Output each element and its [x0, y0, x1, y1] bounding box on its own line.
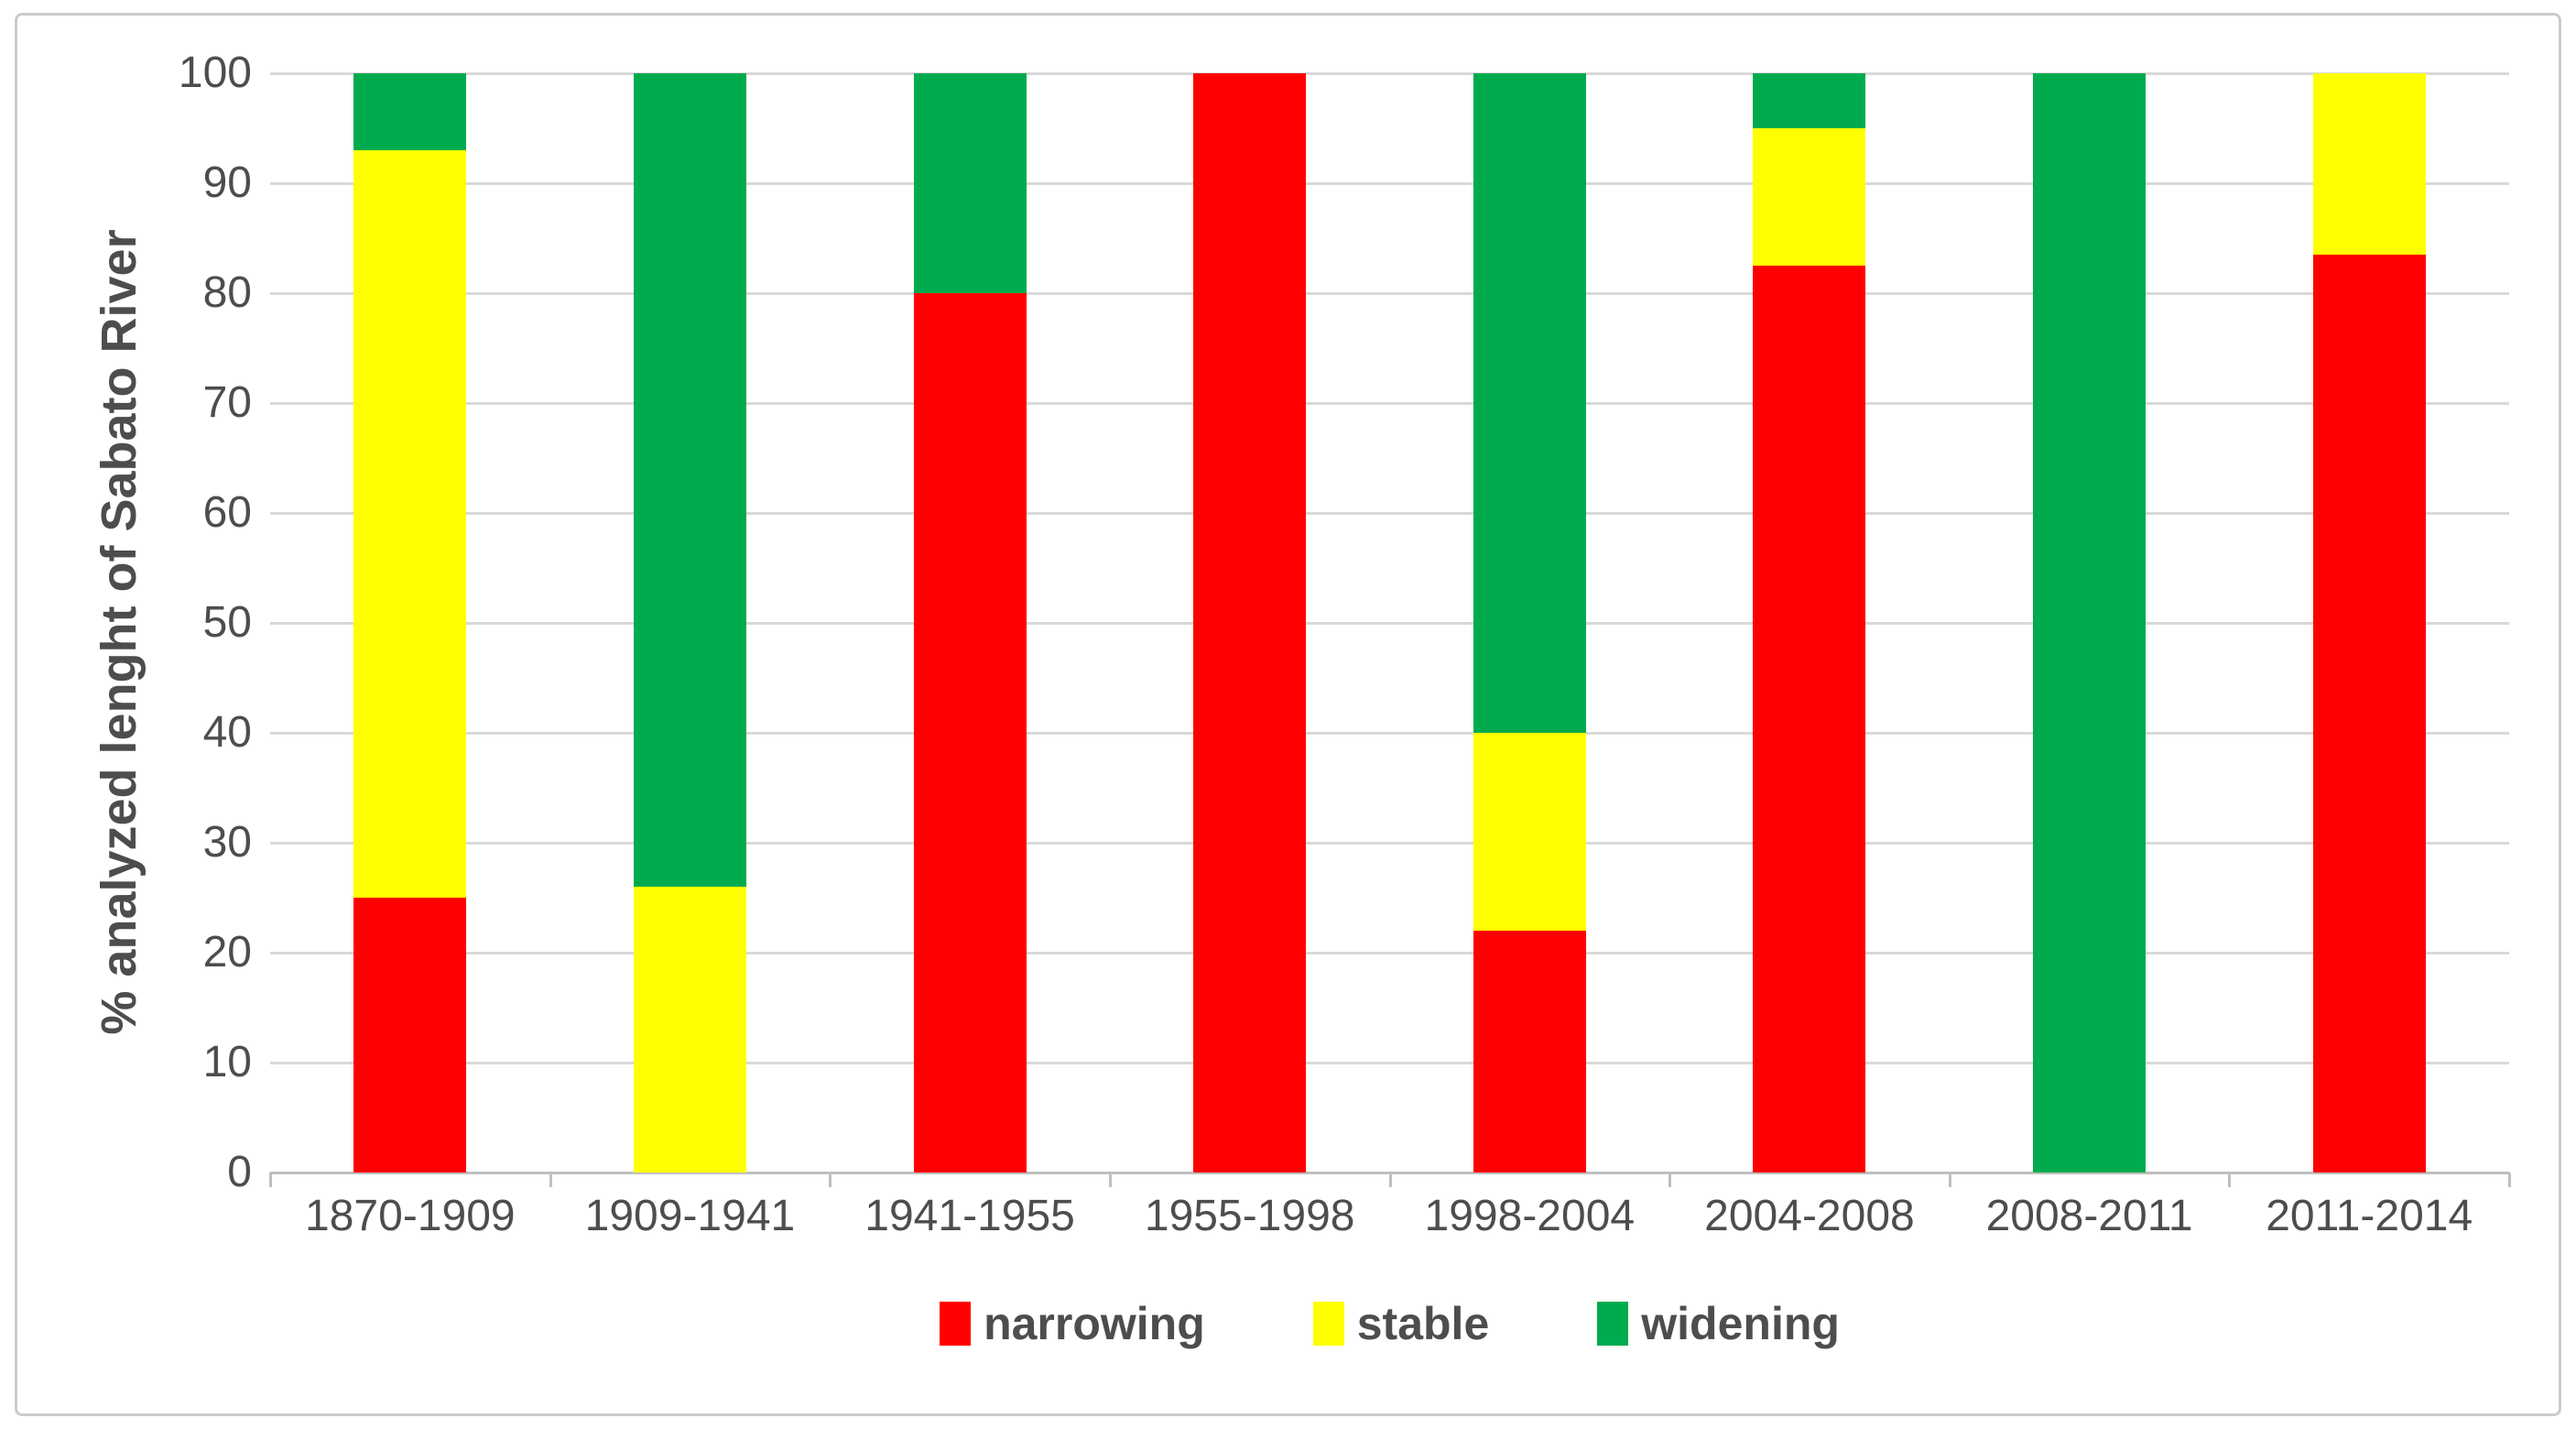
legend-swatch-stable — [1312, 1302, 1344, 1346]
x-axis-label: 1955-1998 — [1144, 1192, 1355, 1240]
bar-segment-stable — [353, 150, 467, 898]
legend-item-narrowing: narrowing — [940, 1299, 1205, 1348]
gridline — [270, 952, 2509, 954]
bar-segment-narrowing — [2312, 255, 2426, 1173]
legend-swatch-narrowing — [940, 1302, 972, 1346]
y-axis-tick-label: 20 — [202, 928, 252, 976]
gridline — [270, 72, 2509, 75]
x-axis-tick-mark — [549, 1173, 552, 1187]
legend-label-stable: stable — [1356, 1298, 1490, 1349]
bar-segment-stable — [633, 887, 746, 1173]
gridline — [270, 622, 2509, 625]
y-axis-tick-label: 40 — [202, 708, 252, 757]
y-axis-tick-label: 10 — [202, 1038, 252, 1086]
y-axis-tick-label: 90 — [202, 158, 252, 207]
gridline — [270, 1062, 2509, 1064]
x-axis-label: 2004-2008 — [1704, 1192, 1915, 1240]
x-axis-label: 1870-1909 — [305, 1192, 516, 1240]
x-axis-tick-mark — [269, 1173, 272, 1187]
x-axis-label: 1998-2004 — [1424, 1192, 1636, 1240]
bar-segment-widening — [2033, 73, 2147, 1173]
legend-label-narrowing: narrowing — [984, 1298, 1205, 1349]
bar-segment-widening — [1473, 73, 1586, 733]
x-axis-tick-mark — [829, 1173, 832, 1187]
legend-swatch-widening — [1597, 1302, 1629, 1346]
bar-segment-widening — [1753, 73, 1866, 128]
bar-segment-narrowing — [1753, 266, 1866, 1173]
x-axis-label: 2011-2014 — [2266, 1192, 2473, 1240]
y-axis-tick-label: 30 — [202, 818, 252, 867]
x-axis-label: 1941-1955 — [864, 1192, 1075, 1240]
y-axis-tick-label: 60 — [202, 488, 252, 537]
x-axis-tick-mark — [2228, 1173, 2232, 1187]
bar-segment-narrowing — [1193, 73, 1307, 1173]
bar-segment-widening — [633, 73, 746, 887]
plot-area — [270, 72, 2509, 1174]
x-axis-tick-mark — [1668, 1173, 1672, 1187]
gridline — [270, 732, 2509, 735]
bar-segment-stable — [2312, 73, 2426, 255]
x-axis-tick-mark — [2508, 1173, 2511, 1187]
x-axis-tick-mark — [1948, 1173, 1951, 1187]
y-axis-tick-label: 50 — [202, 598, 252, 647]
x-axis-label: 2008-2011 — [1985, 1192, 2193, 1240]
x-axis-tick-mark — [1388, 1173, 1392, 1187]
legend-label-widening: widening — [1641, 1298, 1840, 1349]
bar-segment-stable — [1473, 733, 1586, 931]
gridline — [270, 182, 2509, 185]
legend: narrowing stable widening — [270, 1299, 2509, 1348]
y-axis-tick-label: 80 — [202, 268, 252, 317]
y-axis-tick-label: 0 — [227, 1148, 252, 1196]
bar-segment-narrowing — [353, 898, 467, 1173]
legend-item-widening: widening — [1597, 1299, 1840, 1348]
bar-segment-widening — [913, 73, 1027, 293]
bar-segment-narrowing — [1473, 931, 1586, 1173]
bar-segment-narrowing — [913, 293, 1027, 1173]
y-axis-tick-label: 100 — [178, 49, 252, 97]
y-axis-tick-label: 70 — [202, 378, 252, 427]
legend-item-stable: stable — [1312, 1298, 1490, 1349]
gridline — [270, 842, 2509, 845]
x-axis-tick-mark — [1108, 1173, 1112, 1187]
bar-segment-stable — [1753, 128, 1866, 266]
x-axis-label: 1909-1941 — [584, 1192, 796, 1240]
gridline — [270, 512, 2509, 515]
gridline — [270, 402, 2509, 405]
gridline — [270, 292, 2509, 295]
bar-segment-widening — [353, 73, 467, 150]
